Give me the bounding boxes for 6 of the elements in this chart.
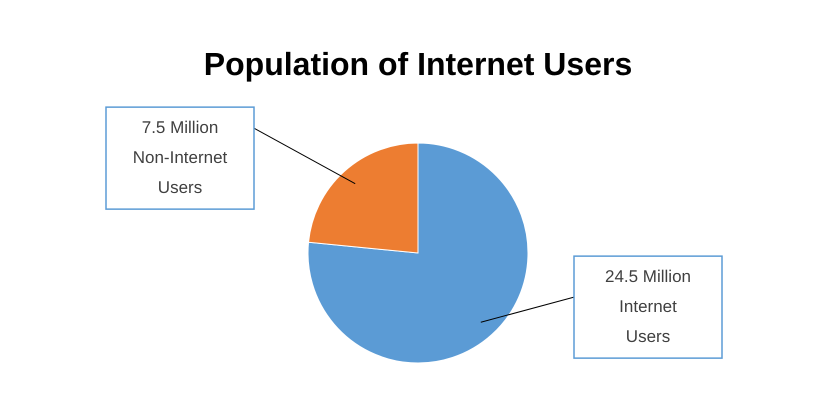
pie-slice: [308, 142, 528, 364]
data-label: 24.5 Million: [605, 267, 691, 286]
chart-title: Population of Internet Users: [204, 46, 632, 82]
slice-label: Internet Users: [619, 297, 678, 346]
slice-label: Non-Internet Users: [132, 148, 228, 198]
data-label: 7.5 Million: [142, 118, 218, 138]
